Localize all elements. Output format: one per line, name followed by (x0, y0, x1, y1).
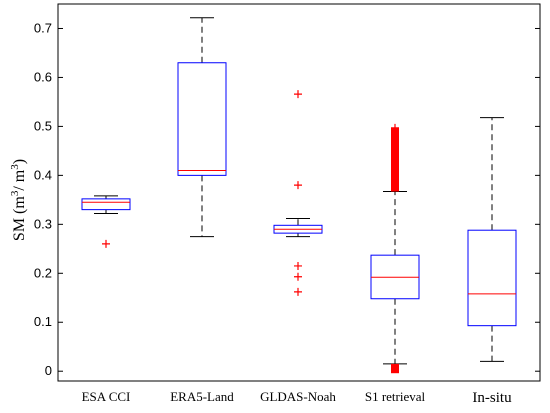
box-group (81, 195, 131, 248)
y-tick-label: 0.3 (34, 216, 52, 231)
outlier-band-low (391, 363, 399, 374)
y-tick-label: 0.5 (34, 118, 52, 133)
outlier-band-high (391, 127, 399, 192)
y-tick-label: 0.7 (34, 20, 52, 35)
outlier-point (294, 261, 302, 270)
box-group (273, 90, 323, 296)
y-tick-label: 0 (45, 363, 52, 378)
iqr-box (81, 198, 131, 211)
outlier-point (391, 123, 399, 132)
plot-area (81, 17, 517, 374)
x-tick-label-s1-retrieval: S1 retrieval (365, 389, 426, 404)
y-tick-label: 0.4 (34, 167, 52, 182)
y-tick-label: 0.6 (34, 69, 52, 84)
box-group (467, 117, 517, 362)
y-axis-ticks: 0 0.1 0.2 0.3 0.4 0.5 0.6 0.7 (34, 20, 540, 378)
box-group (370, 123, 420, 374)
outlier-point (294, 181, 302, 190)
outlier-point (294, 287, 302, 296)
y-tick-label: 0.1 (34, 314, 52, 329)
plot-frame (57, 3, 541, 382)
y-tick-label: 0.2 (34, 265, 52, 280)
iqr-box (177, 62, 227, 176)
x-tick-label-gldas-noah: GLDAS-Noah (260, 389, 336, 404)
x-tick-label-esa-cci: ESA CCI (82, 389, 131, 404)
y-axis-label: SM (m3/ m3) (9, 159, 28, 241)
iqr-box (467, 229, 517, 327)
box-group (177, 17, 227, 238)
outlier-point (102, 239, 110, 248)
outlier-point (294, 272, 302, 281)
outlier-point (294, 90, 302, 99)
x-tick-label-era5-land: ERA5-Land (170, 389, 234, 404)
x-tick-label-in-situ: In-situ (472, 390, 512, 406)
